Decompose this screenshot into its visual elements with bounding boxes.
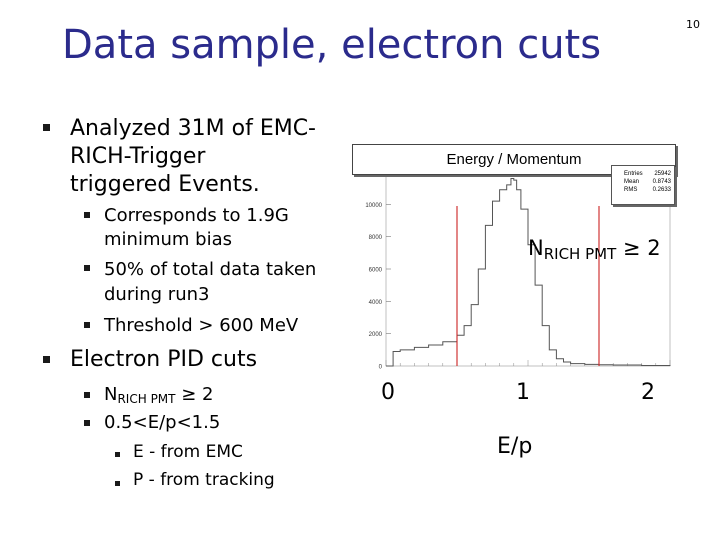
y-tick-label: 10000 xyxy=(365,203,382,209)
y-tick-label: 4000 xyxy=(369,300,383,306)
sub-bullet-marker xyxy=(84,420,90,426)
sub-bullet-marker xyxy=(84,322,90,328)
bullet-1-line-2: RICH-Trigger xyxy=(70,144,206,169)
bullet-1-sub-1-line-2: minimum bias xyxy=(104,229,232,250)
bullet-2-sub-1: NRICH PMT ≥ 2 xyxy=(104,384,214,406)
plot-title: Energy / Momentum xyxy=(352,144,676,175)
nrich-annotation: NRICH PMT ≥ 2 xyxy=(528,236,661,263)
y-tick-label: 0 xyxy=(379,365,383,371)
histogram-series-line xyxy=(386,177,671,367)
y-tick-label: 2000 xyxy=(369,332,383,338)
bullet-2: Electron PID cuts xyxy=(70,347,258,372)
x-label-1: 1 xyxy=(516,380,530,405)
histogram-plot: 0 2000 4000 6000 8000 10000 xyxy=(365,171,671,371)
sub-sub-bullet-marker xyxy=(115,452,120,457)
bullet-1-sub-3: Threshold > 600 MeV xyxy=(104,315,299,336)
x-axis-title: E/p xyxy=(497,434,533,459)
bullet-1-sub-1-line-1: Corresponds to 1.9G xyxy=(104,205,289,226)
bullet-2-sub-2-sub-1: E - from EMC xyxy=(133,442,243,462)
slide-title: Data sample, electron cuts xyxy=(62,22,602,68)
sub-bullet-marker xyxy=(84,212,90,218)
bullet-marker xyxy=(43,356,50,363)
stats-row-mean: Mean 0.8743 xyxy=(624,179,671,185)
stats-box: Entries 25942 Mean 0.8743 RMS 0.2633 xyxy=(611,165,675,205)
bullet-1-line-3: triggered Events. xyxy=(70,172,260,197)
sub-bullet-marker xyxy=(84,392,90,398)
y-tick-label: 8000 xyxy=(369,235,383,241)
bullet-2-sub-2-sub-2: P - from tracking xyxy=(133,470,275,490)
slide-number: 10 xyxy=(686,18,700,31)
bullet-1-sub-2-line-1: 50% of total data taken xyxy=(104,259,317,280)
bullet-1-line-1: Analyzed 31M of EMC- xyxy=(70,116,316,141)
sub-bullet-marker xyxy=(84,265,90,271)
x-label-2: 2 xyxy=(641,380,655,405)
bullet-1-sub-2-line-2: during run3 xyxy=(104,284,210,305)
bullet-2-sub-2: 0.5<E/p<1.5 xyxy=(104,412,221,433)
stats-row-rms: RMS 0.2633 xyxy=(624,187,671,193)
y-tick-label: 6000 xyxy=(369,268,383,274)
sub-sub-bullet-marker xyxy=(115,481,120,486)
stats-row-entries: Entries 25942 xyxy=(624,171,671,177)
bullet-marker xyxy=(43,124,50,131)
x-label-0: 0 xyxy=(381,380,395,405)
